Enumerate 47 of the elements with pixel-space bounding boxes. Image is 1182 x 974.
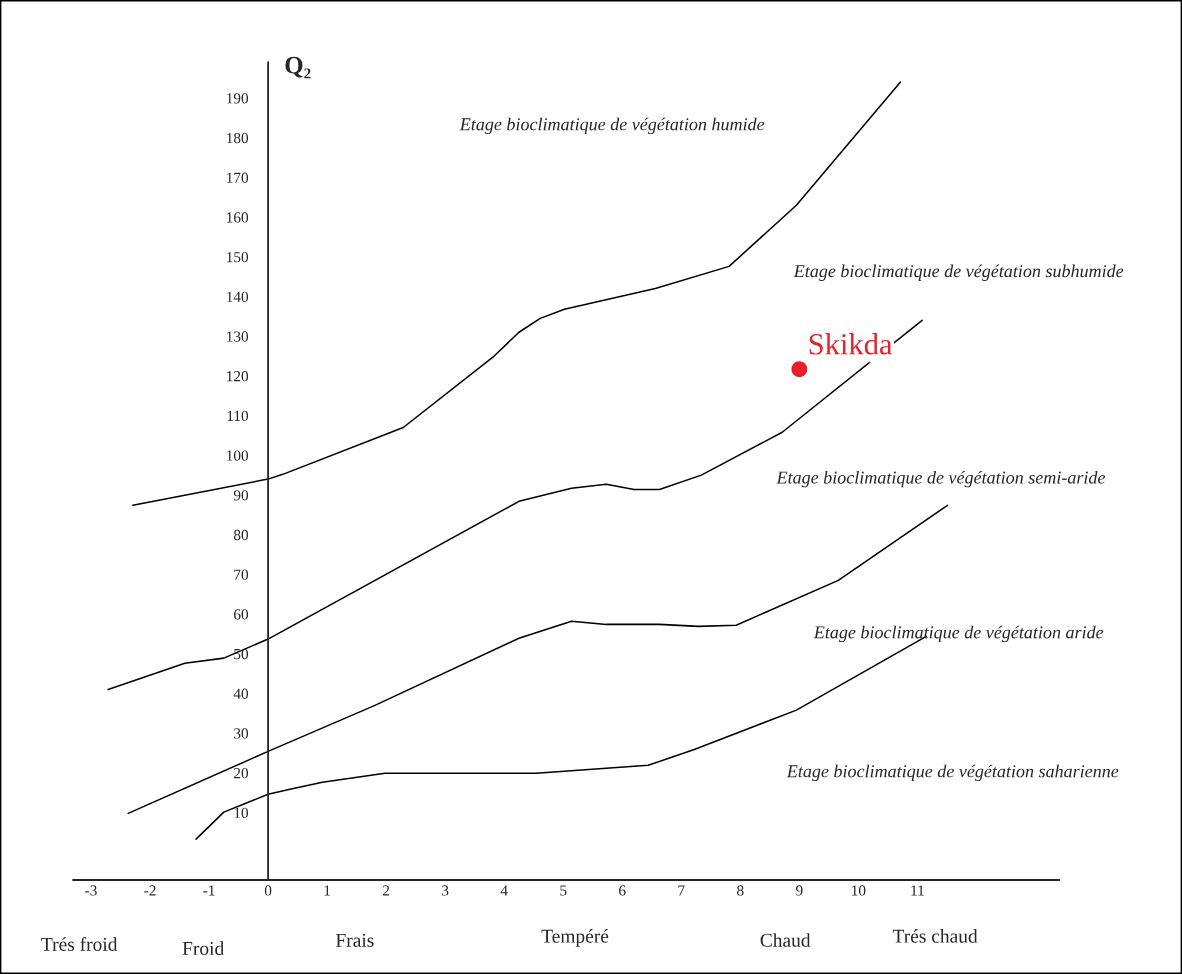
x-tick-label: -1: [203, 885, 215, 896]
y-axis-title: Q₂: [285, 56, 311, 79]
annotation: Etage bioclimatique de végétation aride: [813, 625, 1104, 643]
text: Chaud: [760, 933, 811, 947]
x-tick-label: 0: [264, 885, 272, 896]
y-tick-label: 140: [227, 291, 249, 302]
y-tick-label: 30: [234, 728, 249, 739]
x-tick-label: -2: [144, 885, 156, 896]
annotation: Etage bioclimatique de végétation humide: [459, 117, 765, 135]
x-tick-label: 11: [911, 885, 924, 896]
y-tick-label: 180: [227, 132, 249, 144]
annotation: Etage bioclimatique de végétation subhumide: [793, 264, 1124, 281]
x-tick-label: 6: [619, 885, 626, 896]
text: Trés chaud: [892, 929, 978, 943]
y-tick-label: 120: [227, 371, 249, 382]
x-tick-label: 9: [796, 885, 803, 896]
y-tick-label: 80: [233, 529, 249, 541]
text: Tempéré: [541, 929, 609, 947]
text: Trés froid: [41, 937, 118, 951]
y-tick-label: 20: [234, 767, 249, 779]
text: Frais: [335, 933, 374, 947]
y-tick-label: 170: [227, 172, 249, 183]
annotation: Etage bioclimatique de végétation saharienne: [786, 764, 1119, 782]
y-tick-label: 130: [227, 331, 249, 342]
y-tick-label: 90: [233, 490, 249, 501]
y-tick-label: 190: [227, 93, 249, 104]
y-tick-label: 110: [227, 410, 249, 422]
y-tick-label: 50: [234, 648, 249, 660]
x-tick-label: 3: [442, 885, 449, 896]
annotation: Etage bioclimatique de végétation semi-aride: [776, 470, 1106, 488]
y-tick-label: 60: [234, 609, 249, 620]
y-tick-label: 150: [227, 251, 249, 263]
x-tick-label: 5: [560, 885, 567, 896]
y-tick-label: 160: [227, 212, 249, 223]
series-label: Skikda: [809, 333, 893, 355]
y-tick-label: 40: [233, 688, 249, 699]
y-tick-label: 100: [227, 450, 249, 461]
x-tick-label: 7: [678, 885, 685, 896]
x-tick-label: 2: [382, 885, 390, 896]
y-tick-label: 10: [234, 807, 249, 818]
y-tick-label: 70: [234, 569, 249, 580]
text: Froid: [182, 941, 224, 956]
x-tick-label: 1: [324, 885, 331, 896]
x-tick-label: 8: [737, 885, 744, 896]
x-tick-label: 4: [500, 885, 508, 896]
x-tick-label: -3: [85, 885, 97, 896]
x-tick-label: 10: [852, 885, 866, 896]
